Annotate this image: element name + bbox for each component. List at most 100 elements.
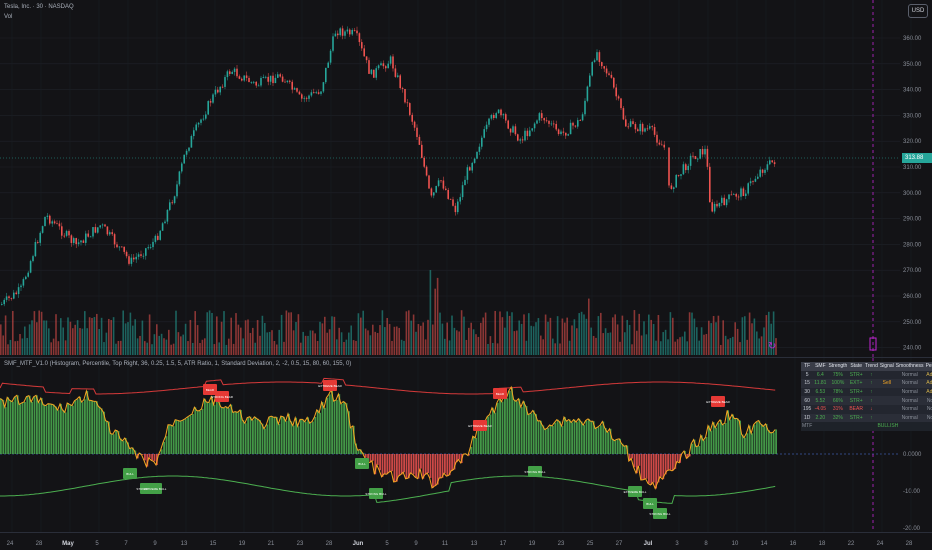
time-axis-label: 17	[500, 541, 507, 547]
volume-bar	[720, 344, 722, 355]
time-axis-label: May	[62, 541, 74, 547]
candle-body	[356, 30, 358, 34]
signal-tag: BULL	[355, 458, 369, 469]
volume-bar	[484, 312, 487, 355]
histogram-bar	[110, 433, 113, 454]
table-header-row: TF SMF Strength State Trend Signal Smoothness P…	[801, 362, 932, 371]
volume-bar	[204, 338, 206, 355]
volume-bar	[170, 344, 172, 355]
volume-bar	[530, 325, 532, 355]
volume-bar	[98, 329, 100, 355]
candle-body	[229, 71, 231, 74]
candle-body	[718, 202, 721, 207]
volume-bar	[468, 327, 470, 355]
price-pane[interactable]: 360.00 350.00 340.00 330.00 320.00 310.00 300.…	[0, 0, 932, 357]
candle-body	[22, 279, 25, 286]
candle-body	[596, 52, 598, 61]
volume-bar	[532, 326, 535, 355]
candle-body	[75, 238, 77, 245]
time-axis-label: 18	[819, 541, 826, 547]
candle-body	[200, 119, 202, 123]
candle-body	[332, 36, 334, 51]
table-cell: STR+	[848, 387, 864, 397]
time-axis-label: 19	[239, 541, 246, 547]
histogram-bar	[158, 454, 161, 455]
histogram-bar	[273, 417, 276, 454]
volume-bar	[172, 343, 175, 355]
candle-body	[401, 88, 404, 89]
candle-body	[202, 118, 205, 120]
volume-bar	[518, 320, 520, 355]
volume-bar	[722, 320, 724, 355]
candle-body	[445, 188, 447, 191]
volume-bar	[254, 342, 256, 355]
histogram-bar	[456, 454, 458, 463]
volume-bar	[640, 335, 643, 355]
candle-body	[133, 257, 135, 260]
histogram-bar	[609, 428, 612, 454]
volume-bar	[218, 342, 220, 355]
histogram-bar	[676, 454, 679, 462]
volume-bar	[648, 314, 650, 355]
table-footer-value: BULLISH	[813, 422, 932, 431]
candle-body	[106, 226, 109, 235]
volume-bar	[405, 311, 408, 355]
volume-bar	[511, 312, 513, 355]
candle-body	[334, 33, 337, 37]
table-cell: Adapt	[924, 379, 932, 388]
candle-body	[721, 197, 723, 203]
histogram-bar	[338, 394, 341, 454]
candle-body	[320, 91, 322, 94]
histogram-bar	[508, 390, 511, 454]
histogram-bar	[436, 454, 439, 485]
signal-tag: STRONG BEAR	[211, 391, 234, 402]
histogram-bar	[564, 417, 566, 454]
candle-body	[171, 202, 173, 204]
time-axis-label: 27	[616, 541, 623, 547]
histogram-bar	[132, 447, 134, 454]
volume-bar	[506, 311, 508, 355]
candle-body	[545, 120, 548, 122]
table-cell: 32%	[827, 413, 849, 423]
candle-body	[152, 241, 154, 248]
volume-bar	[571, 325, 573, 355]
candle-body	[37, 241, 39, 243]
volume-bar	[636, 330, 638, 355]
volume-bar	[384, 327, 386, 355]
candle-body	[560, 131, 562, 135]
candle-body	[521, 139, 524, 141]
volume-bar	[477, 336, 480, 355]
histogram-bar	[86, 390, 89, 454]
candle-body	[339, 28, 341, 36]
candle-body	[481, 137, 483, 147]
histogram-bar	[148, 454, 151, 458]
histogram-bar	[393, 454, 396, 482]
table-cell	[878, 404, 895, 414]
histogram-bar	[108, 421, 110, 454]
currency-button[interactable]: USD	[908, 4, 928, 18]
histogram-bar	[57, 410, 60, 454]
candle-body	[181, 163, 183, 172]
candle-body	[769, 160, 771, 165]
volume-bar	[604, 328, 607, 355]
histogram-bar	[218, 401, 221, 454]
histogram-bar	[74, 400, 77, 454]
volume-bar	[264, 323, 266, 355]
histogram-bar	[477, 427, 480, 454]
table-cell: 11.81	[813, 379, 828, 388]
candle-body	[490, 114, 493, 119]
volume-bar	[163, 338, 165, 355]
histogram-bar	[189, 415, 192, 454]
candle-body	[375, 68, 377, 78]
candle-body	[39, 232, 41, 243]
price-chart[interactable]: 360.00 350.00 340.00 330.00 320.00 310.00 300.…	[0, 0, 932, 357]
candle-body	[166, 209, 169, 222]
time-axis-label: 16	[790, 541, 797, 547]
volume-bar	[523, 314, 525, 355]
histogram-bar	[314, 416, 317, 454]
candle-body	[207, 101, 209, 115]
histogram-bar	[686, 454, 689, 459]
time-axis-label: 9	[153, 541, 157, 547]
